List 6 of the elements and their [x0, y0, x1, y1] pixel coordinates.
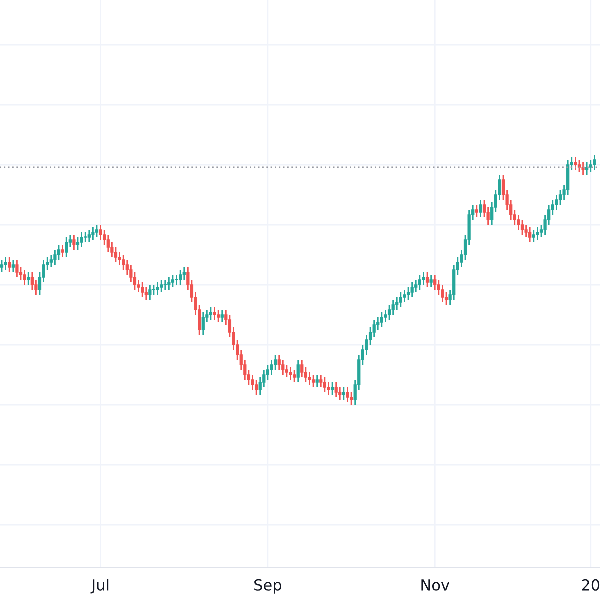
candlestick — [152, 284, 156, 296]
x-tick-label: 20 — [582, 579, 600, 591]
x-tick-label: Sep — [254, 579, 282, 594]
x-tick-label: Jul — [90, 579, 109, 594]
candlestick — [175, 274, 178, 286]
x-tick-label: Nov — [422, 580, 450, 591]
